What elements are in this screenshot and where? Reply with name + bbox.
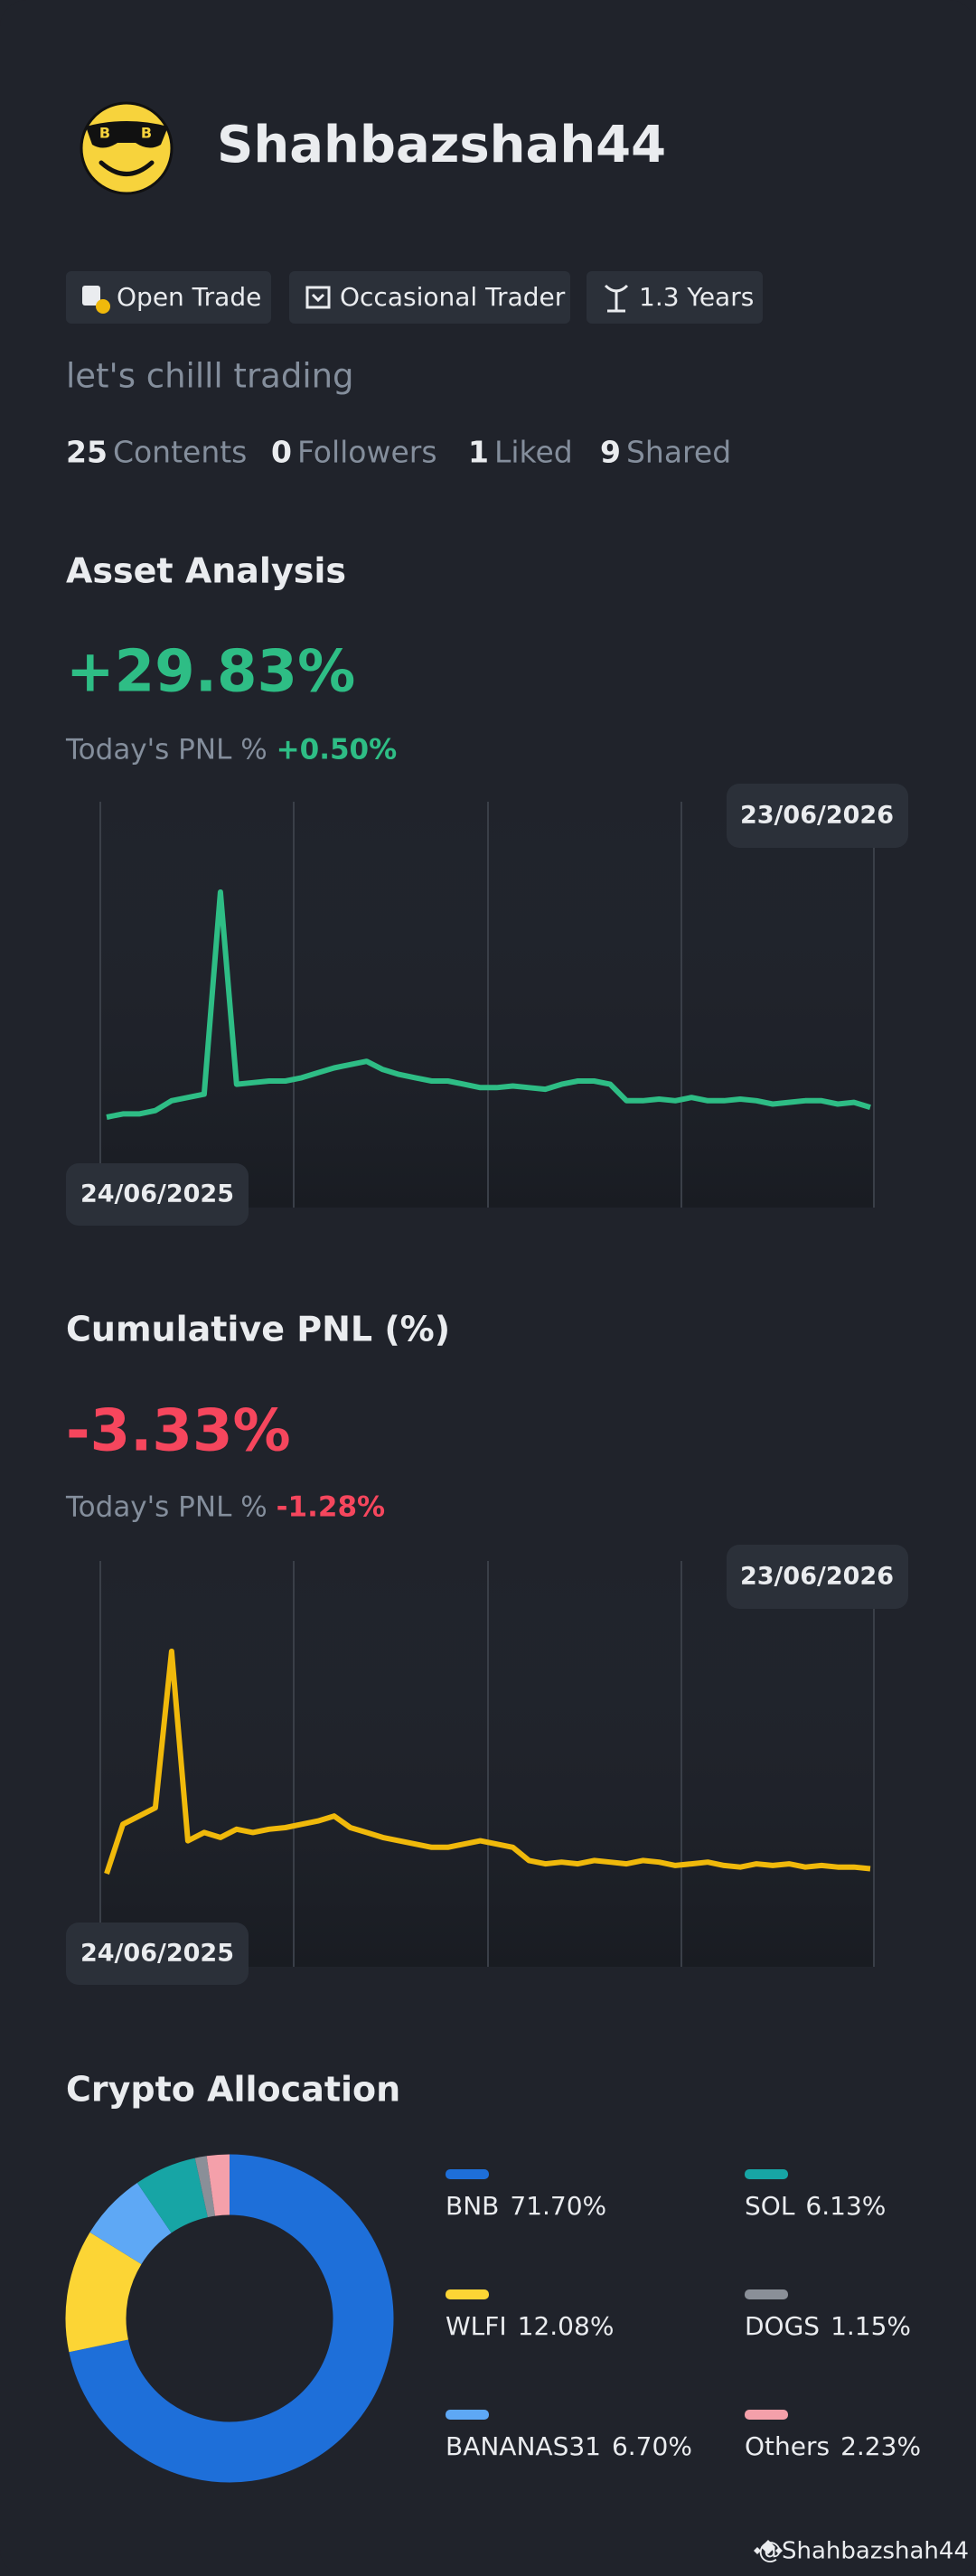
stat-label: Contents [113,435,247,470]
watermark: @Shahbazshah44 [754,2538,969,2565]
legend-label: WLFI [446,2311,507,2341]
donut-slice [65,2232,143,2353]
donut-slice [89,2182,173,2265]
today-label: Today's PNL % [65,734,267,766]
stat-label: Shared [626,435,731,470]
line-chart: 23/06/2026 24/06/2025 [66,1545,908,1985]
stat-value: 1 [468,435,489,470]
section-title: Cumulative PNL (%) [66,1310,450,1349]
legend-value: 6.70% [612,2431,692,2461]
username: Shahbazshah44 [217,116,666,174]
date-tooltip [727,1545,908,1609]
donut-slice [206,2154,230,2216]
bio: let's chilll trading [66,357,354,396]
legend-label: BANANAS31 [446,2431,601,2461]
legend-value: 12.08% [518,2311,615,2341]
tag-label: Occasional Trader [340,282,566,312]
legend-swatch [446,2169,489,2179]
tag: Open Trade [66,271,271,324]
legend-value: 71.70% [510,2191,606,2221]
avatar[interactable]: B B [80,101,174,195]
legend-label: SOL [745,2191,795,2221]
legend-swatch [446,2410,489,2420]
line-chart: 23/06/2026 24/06/2025 [66,784,908,1226]
pnl-line [104,1649,871,1875]
start-date: 24/06/2025 [80,1180,234,1208]
legend-swatch [446,2289,489,2299]
stat-value: 0 [271,435,292,470]
svg-text:B: B [141,125,152,142]
legend-label: Others [745,2431,830,2461]
tag: Occasional Trader [289,271,570,324]
donut-slice [136,2158,209,2233]
headline: +29.83% [66,639,355,706]
today-value: -1.28% [277,1491,385,1524]
start-date: 24/06/2025 [80,1940,234,1968]
legend-value: 1.15% [831,2311,911,2341]
stats: 25 Contents 0 Followers 1 Liked 9 Shared [66,435,731,470]
end-date: 23/06/2026 [740,802,894,830]
stat-value: 9 [600,435,621,470]
today-label: Today's PNL % [65,1491,267,1524]
end-date: 23/06/2026 [740,1563,894,1591]
date-tooltip [727,784,908,848]
date-tooltip [66,1163,249,1226]
legend-label: DOGS [745,2311,820,2341]
date-tooltip [66,1923,249,1985]
stat-label: Followers [297,435,437,470]
pnl-line [106,889,871,1120]
section-title: Crypto Allocation [66,2070,400,2110]
legend-swatch [745,2289,788,2299]
svg-text:B: B [99,125,110,142]
today-value: +0.50% [277,734,398,766]
stat-label: Liked [494,435,573,470]
donut-chart: BNB 71.70% WLFI 12.08% BANANAS31 6.70% SOL 6.13… [65,2154,921,2483]
tag: 1.3 Years [587,271,763,324]
legend-value: 2.23% [840,2431,921,2461]
headline: -3.33% [66,1398,291,1465]
legend-swatch [745,2410,788,2420]
legend-value: 6.13% [805,2191,886,2221]
donut-slice [194,2156,216,2218]
tag-label: Open Trade [117,282,261,312]
tag-label: 1.3 Years [639,282,754,312]
watermark-text: @Shahbazshah44 [758,2538,969,2565]
legend-swatch [745,2169,788,2179]
legend-label: BNB [446,2191,499,2221]
stat-value: 25 [66,435,108,470]
section-title: Asset Analysis [66,551,346,591]
donut-slice [69,2154,394,2483]
